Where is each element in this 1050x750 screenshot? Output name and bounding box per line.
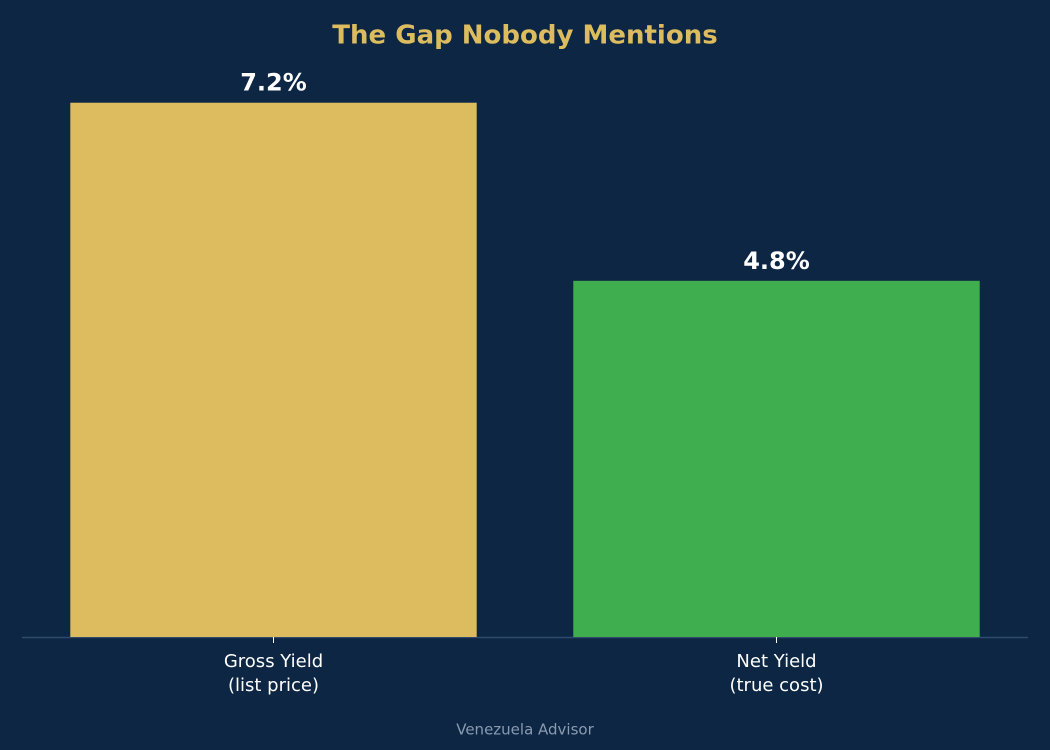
bar <box>573 280 980 637</box>
x-tick-label: Net Yield (true cost) <box>729 651 823 696</box>
value-label: 4.8% <box>743 247 810 275</box>
source-note: Venezuela Advisor <box>456 721 594 739</box>
bar <box>70 102 477 637</box>
x-tick-label: Gross Yield (list price) <box>224 651 323 696</box>
value-label: 7.2% <box>240 69 307 97</box>
chart-title: The Gap Nobody Mentions <box>332 21 717 51</box>
